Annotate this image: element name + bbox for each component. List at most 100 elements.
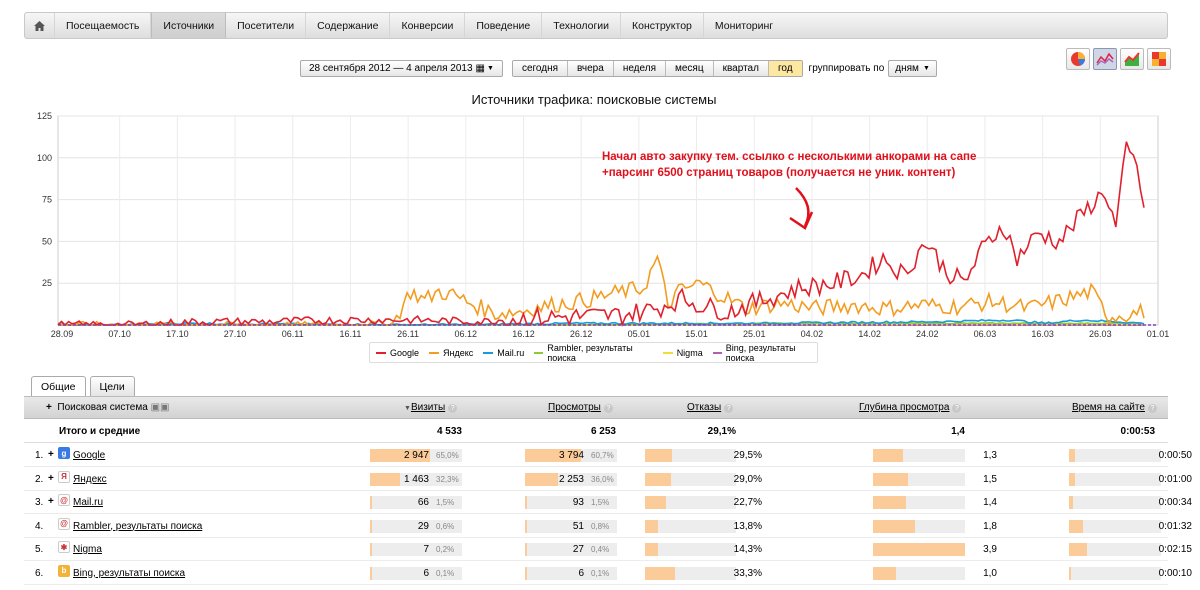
bar-fill	[525, 472, 559, 486]
bounces-bar: 29,0%	[645, 472, 762, 486]
nav-item-sources[interactable]: Источники	[151, 13, 227, 38]
x-tick-label: 16.11	[339, 329, 361, 339]
header-views[interactable]: Просмотры?	[548, 402, 613, 413]
legend-item-yandex[interactable]: Яндекс	[429, 348, 473, 358]
home-nav-button[interactable]	[25, 13, 55, 38]
bar-fill	[645, 449, 672, 462]
pie-chart-icon	[1071, 52, 1085, 66]
bar-fill	[1069, 519, 1083, 533]
x-tick-label: 16.12	[512, 329, 535, 339]
plot-area	[57, 115, 1159, 326]
table-row: 4. @ Rambler, результаты поиска 29 0,6% 51 0,8…	[24, 515, 1192, 538]
header-time[interactable]: Время на сайте?	[1072, 402, 1157, 413]
views-percent: 60,7%	[591, 451, 614, 460]
views-percent: 0,8%	[591, 521, 610, 531]
table-header: + Поисковая система ▣▣ ▼Визиты? Просмотр…	[24, 396, 1168, 419]
row-index: 6.	[35, 567, 44, 579]
legend-item-mailru[interactable]: Mail.ru	[483, 348, 524, 358]
nav-item-conversions[interactable]: Конверсии	[390, 13, 466, 38]
nav-item-technologies[interactable]: Технологии	[542, 13, 622, 38]
area-chart-button[interactable]	[1093, 48, 1117, 70]
visits-value: 66	[417, 497, 429, 508]
period-yesterday-button[interactable]: вчера	[568, 61, 614, 76]
nav-item-visitors[interactable]: Посетители	[226, 13, 307, 38]
expand-row-button[interactable]: +	[48, 472, 54, 484]
nav-item-constructor[interactable]: Конструктор	[621, 13, 704, 38]
depth-value: 1,0	[983, 567, 997, 579]
tile-chart-button[interactable]	[1147, 48, 1171, 70]
depth-bar: 1,0	[873, 566, 997, 580]
visits-bar: 29 0,6%	[370, 519, 462, 533]
bounces-bar: 22,7%	[645, 496, 762, 509]
expand-row-button[interactable]: +	[48, 449, 54, 460]
row-index: 3.	[35, 497, 44, 508]
views-percent: 1,5%	[591, 498, 610, 507]
source-link[interactable]: Nigma	[73, 544, 102, 555]
area-chart-icon	[1096, 52, 1114, 66]
bar-fill	[525, 543, 527, 556]
nav-item-content[interactable]: Содержание	[306, 13, 391, 38]
group-by-select[interactable]: дням ▼	[888, 60, 937, 77]
x-tick-label: 07.10	[108, 329, 131, 339]
pie-chart-button[interactable]	[1066, 48, 1090, 70]
expand-icon[interactable]: ▣▣	[150, 402, 170, 413]
chevron-down-icon: ▼	[922, 65, 930, 72]
bar-fill	[370, 519, 372, 533]
x-tick-label: 01.01	[1147, 329, 1170, 339]
source-link[interactable]: Google	[73, 450, 106, 461]
visits-percent: 1,5%	[436, 498, 455, 507]
tab-goals[interactable]: Цели	[89, 376, 135, 396]
source-link[interactable]: Bing, результаты поиска	[73, 567, 186, 579]
help-icon: ?	[724, 404, 734, 413]
period-month-button[interactable]: месяц	[666, 61, 714, 76]
row-index: 2.	[35, 473, 44, 485]
bar-fill	[525, 496, 527, 509]
visits-percent: 0,1%	[436, 568, 455, 578]
legend-item-nigma[interactable]: Nigma	[662, 348, 703, 358]
period-quarter-button[interactable]: квартал	[713, 61, 769, 76]
source-link[interactable]: Rambler, результаты поиска	[73, 520, 203, 532]
period-week-button[interactable]: неделя	[613, 61, 666, 76]
chart-annotation-line-2: +парсинг 6500 страниц товаров (получаетс…	[602, 167, 956, 179]
views-value: 27	[572, 544, 584, 555]
time-value: 0:00:50	[1158, 450, 1192, 461]
table-row: 1. + g Google 2 947 65,0% 3 794 60,7% 29,5% 1,3 0:…	[24, 444, 1192, 467]
views-bar: 3 794 60,7%	[525, 449, 617, 462]
period-today-button[interactable]: сегодня	[512, 61, 569, 76]
time-bar: 0:00:50	[1069, 449, 1192, 462]
bar-fill	[645, 519, 658, 533]
y-tick-label: 100	[37, 153, 52, 163]
date-range-picker[interactable]: 28 сентября 2012 — 4 апреля 2013 ▦ ▼	[300, 60, 503, 77]
period-year-button[interactable]: год	[768, 61, 802, 76]
expand-row-button[interactable]: +	[48, 496, 54, 507]
bar-fill	[370, 496, 372, 509]
visits-value: 7	[423, 544, 429, 555]
totals-label: Итого и средние	[59, 426, 141, 437]
table-row: 3. + @ Mail.ru 66 1,5% 93 1,5% 22,7% 1,4 0:00:34	[24, 491, 1192, 514]
calendar-icon: ▦	[475, 63, 485, 74]
source-link[interactable]: Яндекс	[73, 473, 107, 485]
legend-item-rambler[interactable]: Rambler, результаты поиска	[534, 343, 652, 363]
views-bar: 6 0,1%	[525, 566, 617, 580]
x-tick-label: 24.02	[916, 329, 939, 339]
depth-bar: 1,4	[873, 496, 997, 509]
help-icon: ?	[603, 404, 613, 413]
time-value: 0:02:15	[1158, 544, 1192, 555]
x-tick-label: 05.01	[628, 329, 651, 339]
y-tick-label: 25	[42, 278, 52, 288]
header-visits[interactable]: ▼Визиты?	[404, 402, 458, 413]
nav-item-monitoring[interactable]: Мониторинг	[714, 19, 774, 32]
tab-general[interactable]: Общие	[31, 376, 86, 396]
header-depth[interactable]: Глубина просмотра?	[859, 402, 962, 413]
nav-item-behavior[interactable]: Поведение	[465, 13, 543, 38]
source-link[interactable]: Mail.ru	[73, 497, 104, 508]
header-source[interactable]: + Поисковая система ▣▣	[46, 402, 170, 413]
line-chart-button[interactable]	[1120, 48, 1144, 70]
nav-item-attendance[interactable]: Посещаемость	[55, 13, 152, 38]
header-bounces[interactable]: Отказы?	[687, 402, 734, 413]
bar-fill	[645, 496, 666, 509]
report-tabs: Общие Цели	[31, 376, 135, 396]
legend-item-bing[interactable]: Bing, результаты поиска	[712, 343, 817, 363]
legend-item-google[interactable]: Google	[376, 348, 419, 358]
chart-type-switcher	[1066, 48, 1171, 70]
